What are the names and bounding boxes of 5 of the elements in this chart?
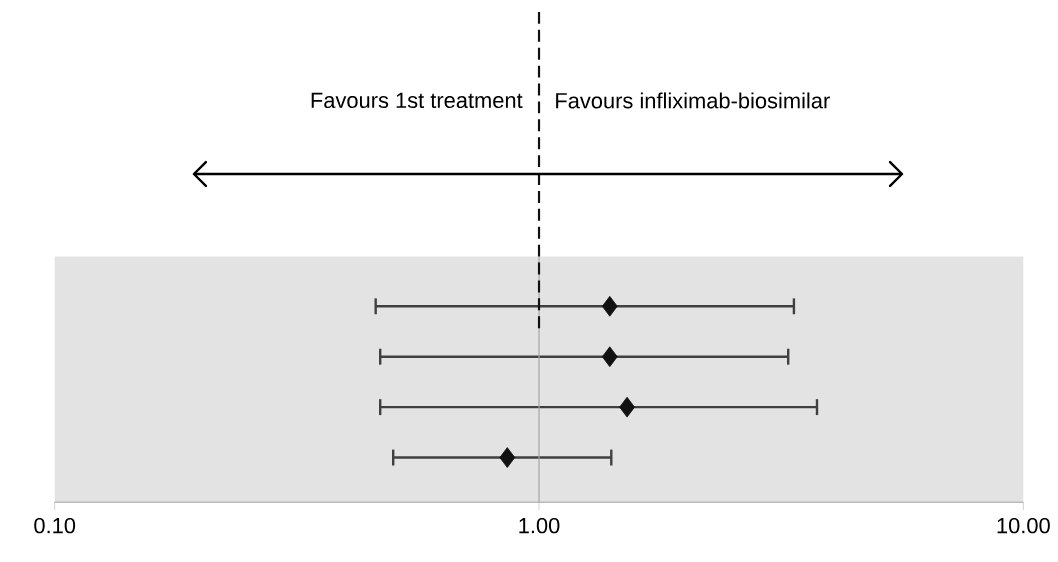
x-tick-label: 1.00 — [519, 517, 560, 534]
text: Favours 1st treatment — [311, 92, 523, 109]
text: Favours infliximab-biosimilar — [556, 92, 830, 109]
x-tick-label: 10.00 — [997, 517, 1050, 534]
x-tick-label: 0.10 — [34, 517, 76, 534]
